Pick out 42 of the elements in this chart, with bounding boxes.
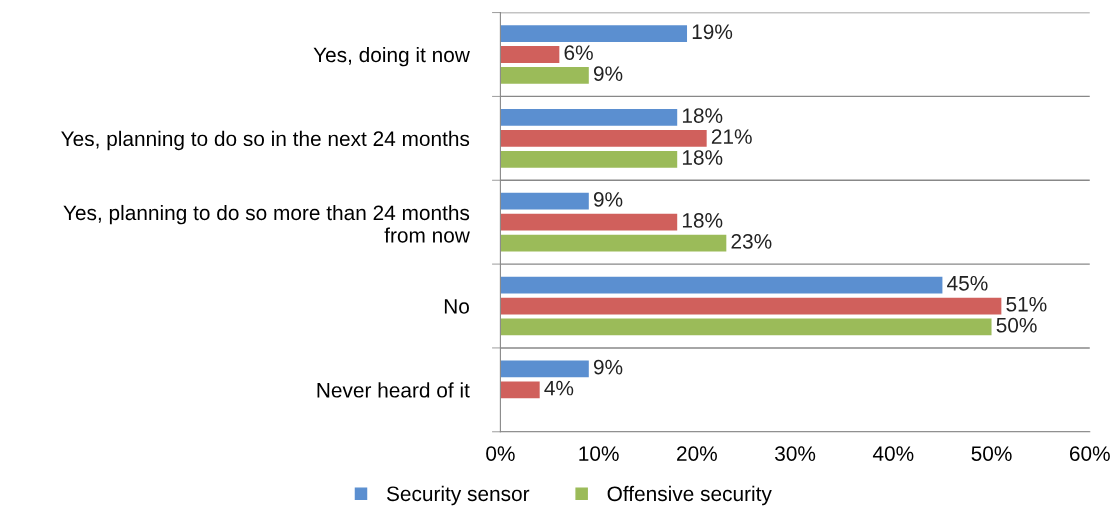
y-tick-label: Yes, planning to do so more than 24 months from now (63, 204, 470, 243)
data-label: 23% (731, 233, 772, 249)
data-label: 50% (996, 317, 1037, 333)
x-tick-label: 50% (971, 446, 1012, 461)
y-tick-label: No (444, 299, 469, 314)
data-label: 4% (544, 380, 574, 396)
data-label: 19% (692, 24, 733, 40)
x-tick-label: 10% (579, 446, 619, 461)
y-tick-label: Yes, doing it now (313, 46, 470, 67)
x-tick-label: 40% (872, 446, 914, 461)
bar (500, 276, 943, 294)
bar (500, 108, 678, 126)
x-tick-label: 60% (1069, 446, 1110, 461)
x-tick-label: 0% (486, 446, 515, 461)
data-label: 18% (682, 213, 723, 228)
bar (500, 297, 1002, 315)
bar (500, 234, 727, 252)
bar (500, 381, 540, 399)
data-label: 18% (682, 108, 723, 123)
bar (500, 360, 589, 378)
y-tick-label: Never heard of it (317, 382, 470, 398)
bar (500, 318, 992, 336)
y-tick-label: Yes, planning to do so in the next 24 months (61, 130, 470, 151)
data-label: 9% (593, 359, 623, 375)
data-label: 6% (564, 45, 593, 61)
data-label: 9% (593, 66, 623, 82)
bar (500, 25, 688, 42)
bar (500, 46, 560, 63)
bar (500, 129, 707, 147)
data-label: 21% (711, 129, 752, 144)
bar (500, 150, 678, 168)
data-label: 51% (1006, 296, 1047, 312)
legend-label: Security sensor (386, 485, 530, 506)
data-label: 9% (593, 192, 623, 207)
x-tick-label: 20% (677, 446, 717, 461)
bar (500, 67, 589, 84)
legend-label: Offensive security (607, 485, 772, 506)
bar (500, 213, 678, 231)
x-tick-label: 30% (775, 446, 816, 461)
bar (500, 192, 589, 210)
data-label: 18% (682, 150, 723, 165)
data-label: 45% (947, 275, 988, 291)
